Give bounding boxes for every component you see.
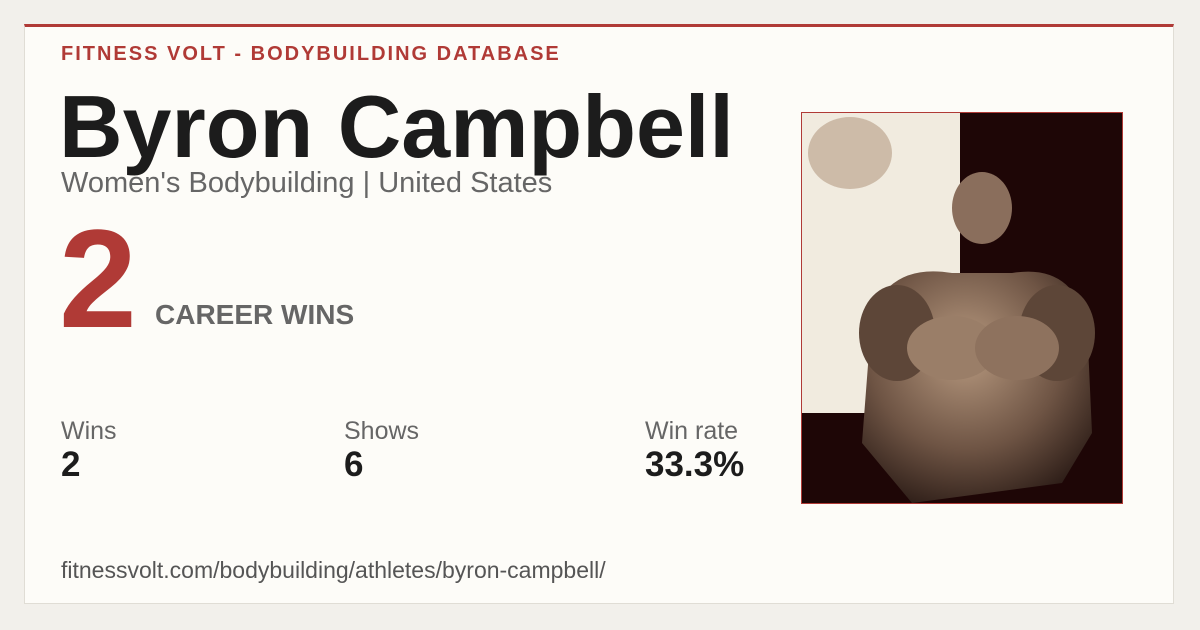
share-card: FITNESS VOLT - BODYBUILDING DATABASE Byr… [24,24,1174,604]
stat-label: Win rate [645,417,739,445]
athlete-name: Byron Campbell [59,77,734,176]
stat-value: 33.3% [645,445,745,484]
career-wins-label: CAREER WINS [155,299,355,330]
career-wins-value: 2 [59,200,137,357]
stat-label: Wins [61,417,117,445]
stat-value: 2 [61,445,81,484]
stat-value: 6 [344,445,364,484]
url: fitnessvolt.com/bodybuilding/athletes/by… [61,557,606,583]
athlete-subtitle: Women's Bodybuilding | United States [61,167,553,199]
brand: FITNESS VOLT - BODYBUILDING DATABASE [61,43,561,65]
stat-label: Shows [344,417,420,445]
athlete-photo [801,112,1123,504]
